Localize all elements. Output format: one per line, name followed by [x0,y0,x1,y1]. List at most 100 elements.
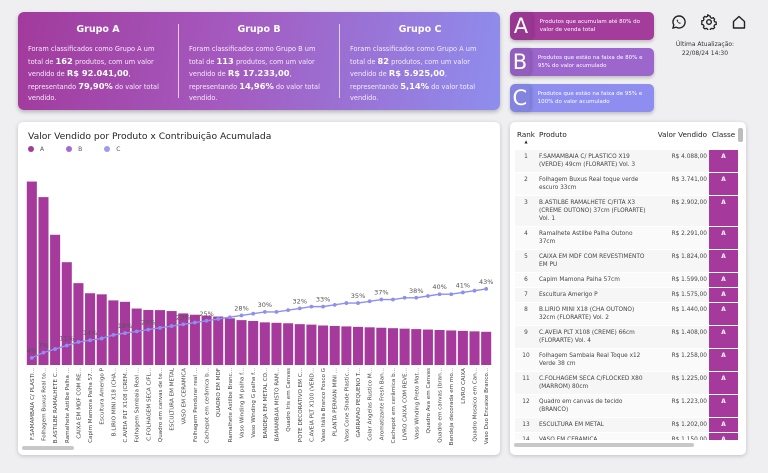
bar[interactable] [143,310,154,365]
table-row[interactable]: 6 Capim Mamona Palha 57cm R$ 1.599,00 A [515,272,738,288]
column-header-rank[interactable]: Rank ▲ [517,130,535,144]
cumulative-point[interactable] [123,331,127,336]
cumulative-point[interactable] [181,322,186,327]
cumulative-point[interactable] [111,333,116,337]
gear-icon[interactable] [701,13,717,32]
cumulative-point[interactable] [309,304,314,309]
cumulative-point[interactable] [426,294,430,298]
table-row[interactable]: 4 Ramalhete Astilbe Palha Outono 37cm R$ 2… [515,226,738,250]
home-icon[interactable] [731,14,747,30]
table-row[interactable]: 10 Folhagem Sambaia Real Toque x12 Verde … [515,348,738,372]
bar[interactable] [61,262,72,365]
cumulative-point[interactable] [158,325,162,330]
column-header-class[interactable]: Classe [711,130,736,139]
bar[interactable] [399,328,410,365]
cumulative-point[interactable] [64,343,69,348]
table-row[interactable]: 5 CAIXA EM MDF COM REVESTIMENTO EM PU R$ 1… [515,249,738,273]
bar[interactable] [85,293,96,365]
table-vertical-scrollbar[interactable] [738,128,743,142]
bar[interactable] [318,325,329,365]
bar[interactable] [294,324,305,365]
bar[interactable] [481,331,492,365]
whatsapp-icon[interactable] [671,14,687,30]
cumulative-point[interactable] [321,304,325,309]
cumulative-point[interactable] [356,301,360,305]
bar[interactable] [96,294,107,365]
bar[interactable] [353,326,364,365]
legend-item-a[interactable]: A [28,146,44,153]
cumulative-point[interactable] [251,311,256,316]
column-header-value[interactable]: Valor Vendido [657,130,707,139]
table-row[interactable]: 9 C.AVEIA PLT X108 (CREME) 66cm (FLORARTE… [515,325,738,349]
bar[interactable] [73,283,84,365]
cumulative-point[interactable] [274,310,279,314]
bar[interactable] [364,327,375,365]
bar[interactable] [259,322,270,365]
cumulative-point[interactable] [402,295,407,300]
cumulative-point[interactable] [297,306,302,311]
cumulative-point[interactable] [460,290,465,295]
bar[interactable] [166,311,177,365]
table-row[interactable]: 12 Quadro em canvas de tecido (BRANCO) R$ … [515,394,738,418]
cumulative-point[interactable] [286,308,291,313]
cumulative-point[interactable] [332,302,337,307]
bar[interactable] [189,314,200,365]
cumulative-point[interactable] [216,317,221,321]
cumulative-point[interactable] [437,292,442,297]
cumulative-point[interactable] [169,324,174,328]
bar[interactable] [224,318,235,365]
bar[interactable] [283,323,294,365]
table-horizontal-scrollbar[interactable] [514,443,694,447]
cumulative-point[interactable] [367,299,372,304]
chart-horizontal-scrollbar[interactable] [22,446,74,450]
column-header-product[interactable]: Produto [539,130,567,139]
cumulative-point[interactable] [472,288,477,293]
bar[interactable] [376,327,387,365]
table-row[interactable]: 1 F.SAMAMBAIA C/ PLASTICO X19 (VERDE) 49c… [515,150,738,173]
cumulative-point[interactable] [391,297,395,302]
table-row[interactable]: 2 Folhagem Buxus Real toque verde escuro … [515,172,738,196]
cumulative-point[interactable] [379,297,384,302]
legend-item-c[interactable]: C [104,146,120,153]
cumulative-point[interactable] [484,287,489,291]
bar[interactable] [422,329,433,365]
bar[interactable] [213,316,224,365]
bar[interactable] [387,328,398,365]
bar[interactable] [154,310,165,365]
bar[interactable] [306,324,317,365]
bar[interactable] [411,329,422,365]
cumulative-point[interactable] [193,320,197,325]
cumulative-point[interactable] [227,315,232,320]
table-row[interactable]: 11 C.FOLHAGEM SECA C/FLOCKED X80 (MARROM)… [515,371,738,395]
bar[interactable] [271,322,282,365]
table-row[interactable]: 13 ESCULTURA EM METAL R$ 1.202,00 A [515,417,738,433]
bar[interactable] [457,330,468,365]
cumulative-point[interactable] [76,340,81,344]
bar[interactable] [201,315,212,365]
cumulative-point[interactable] [204,318,209,323]
cumulative-point[interactable] [239,313,244,318]
cumulative-point[interactable] [414,295,419,300]
table-row[interactable]: 7 Escultura Amerigo P R$ 1.575,00 A [515,287,738,303]
bar[interactable] [38,197,49,365]
table-row[interactable]: 8 B.LIRIO MINI X18 (CHA OUTONO) 32cm (FLO… [515,302,738,326]
cumulative-point[interactable] [99,336,104,341]
cumulative-point[interactable] [41,350,46,355]
bar[interactable] [108,300,119,365]
cumulative-point[interactable] [88,338,92,343]
bar[interactable] [329,325,340,365]
bar[interactable] [178,313,189,365]
cumulative-point[interactable] [449,292,454,297]
bar[interactable] [26,181,37,365]
cumulative-point[interactable] [262,310,267,314]
cumulative-point[interactable] [344,301,349,305]
bar[interactable] [446,330,457,365]
bar[interactable] [469,331,480,365]
table-row[interactable]: 3 B.ASTILBE RAMALHETE C/FITA X3 (CREME OU… [515,195,738,227]
cumulative-point[interactable] [29,356,34,360]
bar[interactable] [434,329,445,365]
bar[interactable] [131,308,142,365]
cumulative-point[interactable] [134,329,139,334]
cumulative-point[interactable] [146,327,151,332]
legend-item-b[interactable]: B [66,146,82,153]
